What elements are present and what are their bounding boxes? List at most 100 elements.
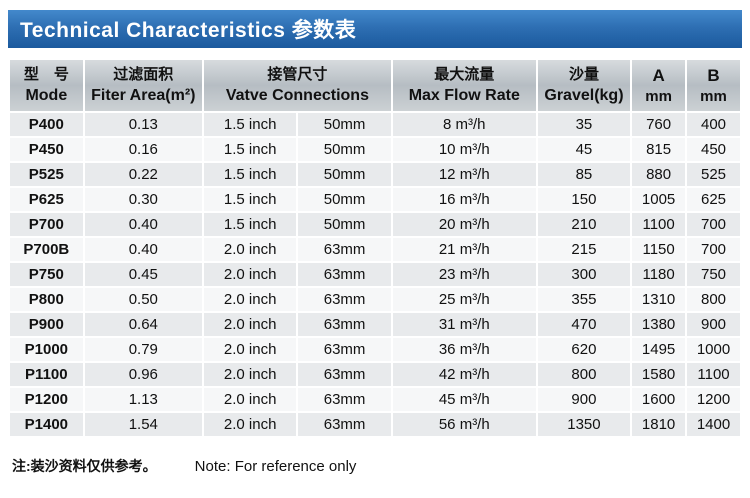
b-cell: 1400 [685,411,742,438]
mm-cell: 50mm [296,211,393,238]
gravel-cell: 215 [535,236,633,263]
flow-cell: 12 m³/h [390,161,538,188]
flow-cell: 21 m³/h [390,236,538,263]
mm-cell: 63mm [296,311,393,338]
inch-cell: 1.5 inch [201,136,299,163]
flow-cell: 23 m³/h [390,261,538,288]
b-cell: 750 [685,261,742,288]
flow-cell: 45 m³/h [390,386,538,413]
flow-cell: 25 m³/h [390,286,538,313]
table-row: P1000 0.79 2.0 inch 63mm 36 m³/h 620 1495 1000 [8,336,742,363]
mm-cell: 63mm [296,411,393,438]
flow-cell: 10 m³/h [390,136,538,163]
area-cell: 0.79 [82,336,204,363]
inch-cell: 2.0 inch [201,361,299,388]
a-cell: 1180 [630,261,688,288]
inch-cell: 2.0 inch [201,336,299,363]
page-title: Technical Characteristics 参数表 [20,19,357,42]
a-cell: 1310 [630,286,688,313]
spec-table: 型 号 Mode 过滤面积 Fiter Area(m²) 接管尺寸 Vatve … [8,58,742,438]
table-row: P700 0.40 1.5 inch 50mm 20 m³/h 210 1100 700 [8,211,742,238]
inch-cell: 2.0 inch [201,311,299,338]
mm-cell: 63mm [296,286,393,313]
col-header-connections: 接管尺寸 Vatve Connections [201,58,393,113]
col-header-connections-zh: 接管尺寸 [267,66,328,83]
col-header-gravel-zh: 沙量 [568,66,599,83]
gravel-cell: 45 [535,136,633,163]
area-cell: 0.40 [82,236,204,263]
table-row: P1200 1.13 2.0 inch 63mm 45 m³/h 900 1600 1200 [8,386,742,413]
gravel-cell: 900 [535,386,633,413]
area-cell: 0.45 [82,261,204,288]
b-cell: 450 [685,136,742,163]
col-header-gravel: 沙量 Gravel(kg) [535,58,633,113]
table-row: P700B 0.40 2.0 inch 63mm 21 m³/h 215 1150 700 [8,236,742,263]
col-header-a-letter: A [652,65,665,85]
table-row: P625 0.30 1.5 inch 50mm 16 m³/h 150 1005 625 [8,186,742,213]
area-cell: 0.40 [82,211,204,238]
col-header-gravel-en: Gravel(kg) [544,87,624,104]
model-cell: P625 [8,186,85,213]
b-cell: 900 [685,311,742,338]
col-header-flow-en: Max Flow Rate [408,87,520,104]
col-header-area: 过滤面积 Fiter Area(m²) [82,58,204,113]
table-row: P1400 1.54 2.0 inch 63mm 56 m³/h 1350 1810 1400 [8,411,742,438]
col-header-flow: 最大流量 Max Flow Rate [390,58,538,113]
b-cell: 1200 [685,386,742,413]
inch-cell: 2.0 inch [201,286,299,313]
col-header-area-en: Fiter Area(m²) [91,87,196,104]
inch-cell: 1.5 inch [201,111,299,138]
col-header-b-letter: B [707,65,720,85]
header-row: 型 号 Mode 过滤面积 Fiter Area(m²) 接管尺寸 Vatve … [8,58,742,113]
gravel-cell: 35 [535,111,633,138]
gravel-cell: 210 [535,211,633,238]
flow-cell: 31 m³/h [390,311,538,338]
area-cell: 0.64 [82,311,204,338]
col-header-flow-zh: 最大流量 [434,66,495,83]
flow-cell: 16 m³/h [390,186,538,213]
col-header-a-unit: mm [645,87,672,105]
b-cell: 700 [685,211,742,238]
mm-cell: 50mm [296,136,393,163]
mm-cell: 50mm [296,111,393,138]
col-header-connections-en: Vatve Connections [225,87,369,104]
model-cell: P450 [8,136,85,163]
gravel-cell: 470 [535,311,633,338]
a-cell: 880 [630,161,688,188]
model-cell: P1000 [8,336,85,363]
table-row: P525 0.22 1.5 inch 50mm 12 m³/h 85 880 525 [8,161,742,188]
model-cell: P525 [8,161,85,188]
model-cell: P1100 [8,361,85,388]
mm-cell: 63mm [296,261,393,288]
gravel-cell: 800 [535,361,633,388]
inch-cell: 2.0 inch [201,261,299,288]
table-row: P450 0.16 1.5 inch 50mm 10 m³/h 45 815 450 [8,136,742,163]
model-cell: P1400 [8,411,85,438]
table-row: P900 0.64 2.0 inch 63mm 31 m³/h 470 1380 900 [8,311,742,338]
gravel-cell: 1350 [535,411,633,438]
inch-cell: 1.5 inch [201,161,299,188]
a-cell: 1580 [630,361,688,388]
inch-cell: 2.0 inch [201,411,299,438]
model-cell: P700 [8,211,85,238]
area-cell: 0.13 [82,111,204,138]
b-cell: 800 [685,286,742,313]
gravel-cell: 300 [535,261,633,288]
col-header-model: 型 号 Mode [8,58,85,113]
area-cell: 1.13 [82,386,204,413]
model-cell: P750 [8,261,85,288]
inch-cell: 2.0 inch [201,386,299,413]
model-cell: P1200 [8,386,85,413]
a-cell: 1005 [630,186,688,213]
col-header-a: A mm [630,58,688,113]
a-cell: 1495 [630,336,688,363]
flow-cell: 20 m³/h [390,211,538,238]
flow-cell: 56 m³/h [390,411,538,438]
inch-cell: 2.0 inch [201,236,299,263]
mm-cell: 50mm [296,186,393,213]
mm-cell: 50mm [296,161,393,188]
area-cell: 0.16 [82,136,204,163]
flow-cell: 8 m³/h [390,111,538,138]
b-cell: 400 [685,111,742,138]
